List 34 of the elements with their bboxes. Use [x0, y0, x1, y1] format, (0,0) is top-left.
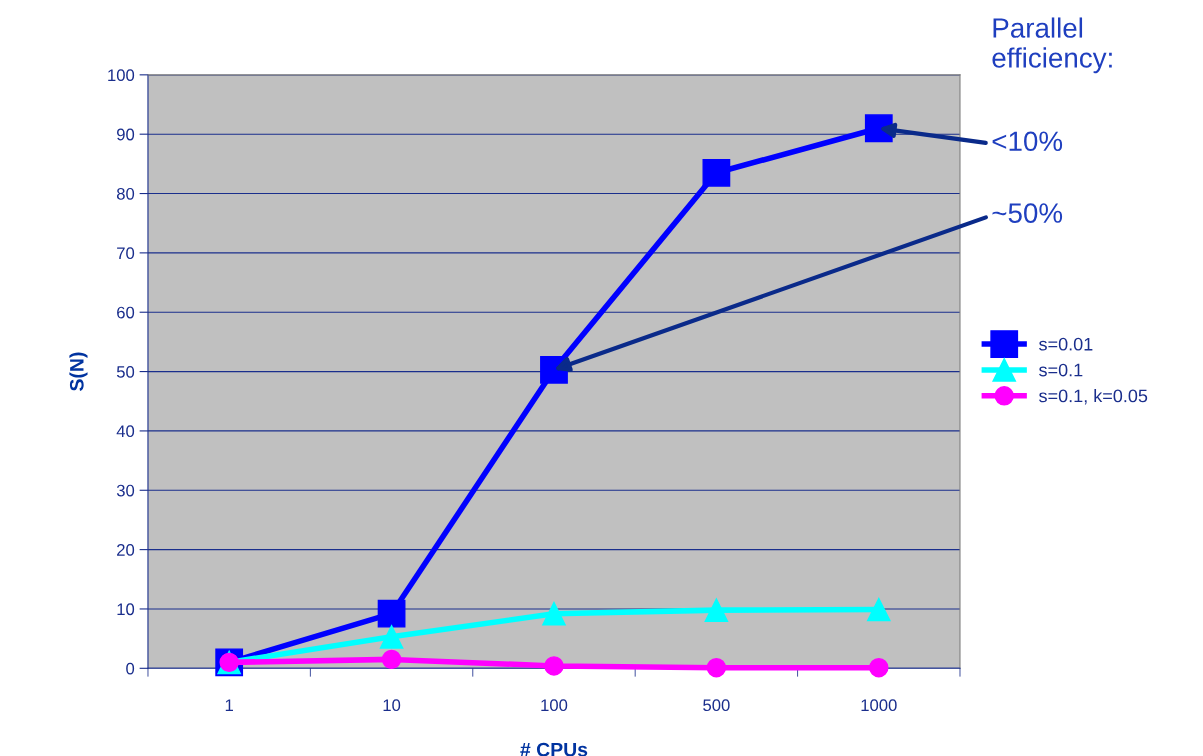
y-tick-label: 40	[116, 425, 135, 438]
y-tick-label: 10	[117, 603, 135, 616]
point	[706, 657, 727, 678]
y-tick-label: 0	[126, 662, 135, 675]
x-tick-label: 10	[383, 699, 401, 712]
x-tick-label: 500	[703, 699, 730, 712]
point	[866, 597, 891, 622]
point	[542, 601, 566, 626]
annotation: <10%	[992, 131, 1063, 152]
y-axis-title: S(N)	[69, 352, 88, 391]
y-tick-label: 90	[117, 128, 135, 141]
x-tick-label: 1	[225, 699, 233, 711]
text: Parallel efficiency:	[992, 17, 1112, 74]
point	[377, 599, 406, 628]
y-tick-label: 50	[116, 365, 135, 378]
legend-label: s=0.1, k=0.05	[1039, 389, 1148, 405]
point	[869, 657, 889, 678]
point	[381, 649, 402, 670]
point	[379, 625, 404, 649]
x-tick-label: 1000	[861, 699, 897, 712]
legend-label: s=0.1	[1039, 363, 1083, 377]
y-tick-label: 20	[117, 544, 135, 556]
y-tick-label: 60	[117, 306, 135, 319]
annotation: ~50%	[992, 203, 1063, 223]
point	[702, 158, 731, 187]
point	[544, 656, 564, 676]
y-tick-label: 30	[116, 484, 135, 497]
y-tick-label: 70	[117, 247, 135, 260]
y-tick-label: 80	[116, 187, 135, 200]
x-axis-title: # CPUs	[520, 742, 588, 756]
y-tick-label: 100	[108, 69, 135, 82]
x-tick-label: 100	[541, 699, 568, 712]
legend-label: s=0.01	[1039, 337, 1093, 351]
point	[704, 598, 729, 622]
